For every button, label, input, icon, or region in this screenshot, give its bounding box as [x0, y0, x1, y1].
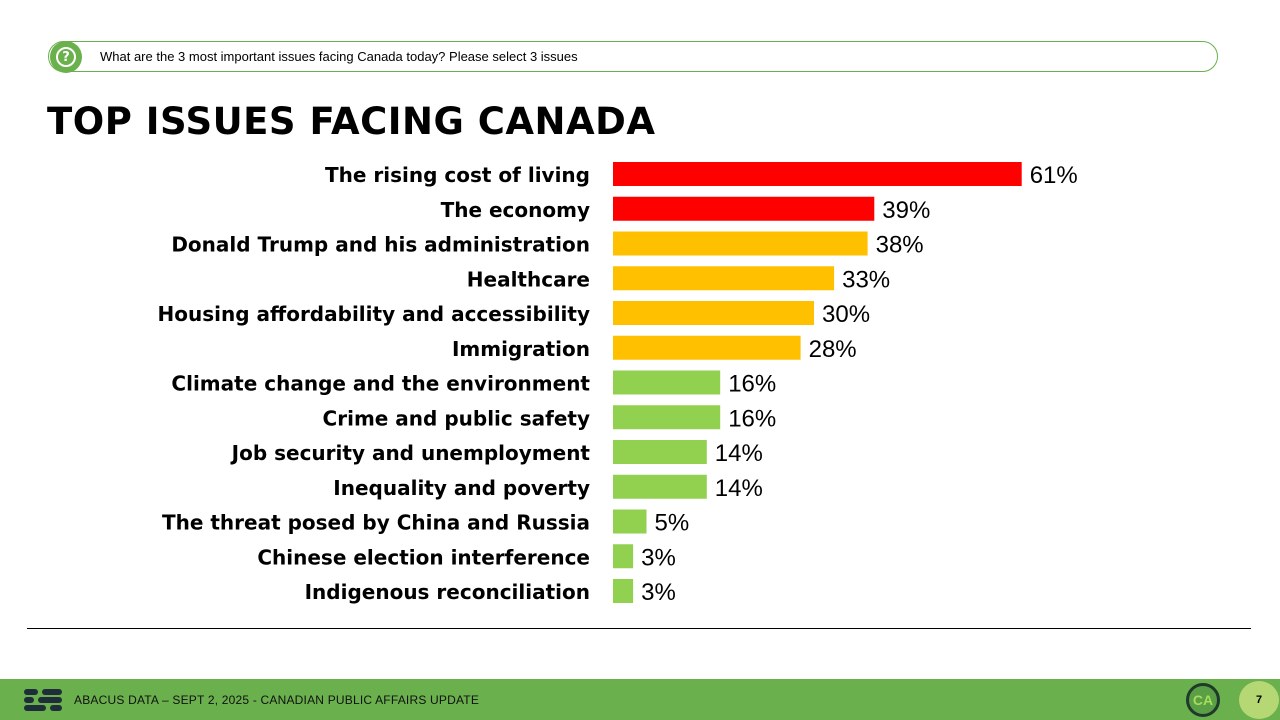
category-label: Job security and unemployment — [230, 441, 591, 465]
ca-logo-icon: CA — [1186, 683, 1220, 717]
data-label: 14% — [715, 440, 763, 467]
category-label: Inequality and poverty — [333, 476, 590, 500]
bar — [613, 162, 1022, 186]
bar — [613, 266, 835, 291]
data-label: 16% — [728, 405, 776, 432]
footer: ABACUS DATA – SEPT 2, 2025 - CANADIAN PU… — [0, 679, 1280, 720]
bar — [613, 509, 647, 534]
bar — [613, 544, 634, 569]
category-label: Chinese election interference — [257, 545, 590, 569]
data-label: 30% — [822, 301, 870, 328]
data-label: 14% — [715, 475, 763, 502]
question-icon: ? — [50, 41, 82, 73]
data-label: 5% — [655, 510, 690, 537]
category-label: Healthcare — [467, 267, 590, 291]
bar — [613, 335, 801, 360]
page-number: 7 — [1239, 681, 1279, 719]
data-label: 61% — [1030, 162, 1078, 189]
bar — [613, 579, 634, 603]
data-label: 3% — [641, 579, 676, 606]
data-label: 38% — [876, 232, 924, 259]
bar — [613, 370, 721, 395]
category-label: Climate change and the environment — [171, 372, 590, 396]
divider — [27, 628, 1251, 629]
footer-text: ABACUS DATA – SEPT 2, 2025 - CANADIAN PU… — [74, 693, 480, 707]
bar — [613, 440, 707, 464]
data-label: 28% — [809, 336, 857, 363]
abacus-logo-icon — [24, 689, 64, 711]
bar — [613, 405, 721, 430]
bar — [613, 474, 707, 499]
data-label: 3% — [641, 544, 676, 571]
data-label: 39% — [882, 197, 930, 224]
category-label: Donald Trump and his administration — [171, 233, 590, 257]
page-title: TOP ISSUES FACING CANADA — [47, 100, 656, 143]
category-label: Crime and public safety — [323, 406, 590, 430]
category-label: The threat posed by China and Russia — [162, 511, 590, 535]
bar — [613, 196, 875, 221]
bar — [613, 301, 814, 325]
category-label: Immigration — [452, 337, 590, 361]
bar-chart: The rising cost of living 61% The economy 3… — [158, 162, 1078, 606]
question-bar: ? What are the 3 most important issues f… — [48, 41, 1218, 73]
bar — [613, 231, 868, 256]
category-label: Housing affordability and accessibility — [158, 302, 590, 326]
data-label: 16% — [728, 371, 776, 398]
category-label: Indigenous reconciliation — [305, 580, 590, 604]
question-text: What are the 3 most important issues fac… — [100, 49, 578, 64]
category-label: The economy — [441, 198, 590, 222]
data-label: 33% — [842, 266, 890, 293]
category-label: The rising cost of living — [325, 163, 590, 187]
